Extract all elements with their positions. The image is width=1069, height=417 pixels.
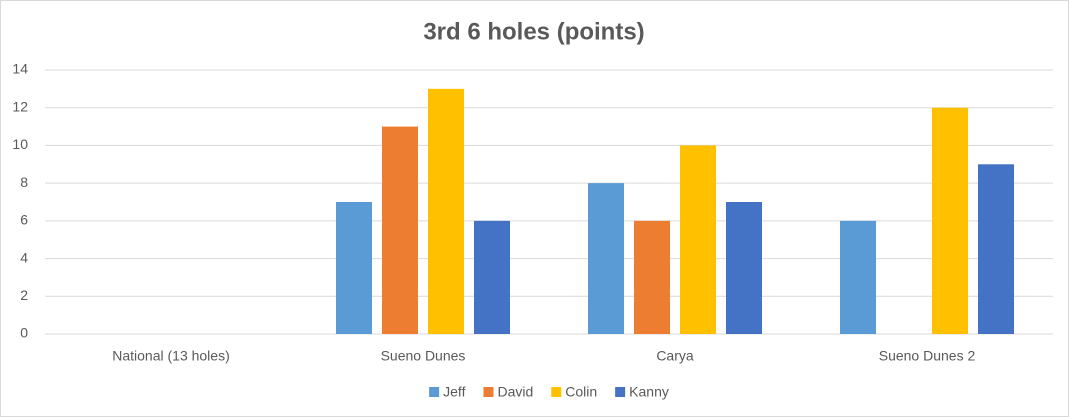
bar <box>726 202 762 334</box>
legend-label: David <box>497 384 533 400</box>
y-tick-label: 10 <box>12 136 28 152</box>
bar <box>634 220 670 334</box>
y-tick-label: 8 <box>20 174 28 190</box>
y-tick-label: 12 <box>12 98 28 114</box>
y-tick-label: 2 <box>20 287 28 303</box>
x-tick-label: Carya <box>656 348 694 364</box>
legend-swatch <box>483 387 494 397</box>
bar <box>932 107 968 334</box>
chart-title: 3rd 6 holes (points) <box>423 18 644 45</box>
legend-label: Jeff <box>443 384 465 400</box>
x-tick-label: Sueno Dunes <box>381 348 466 364</box>
y-tick-label: 6 <box>20 212 28 228</box>
bar <box>978 164 1014 334</box>
legend-label: Kanny <box>629 384 669 400</box>
bar <box>336 202 372 334</box>
legend-swatch <box>615 387 626 397</box>
y-tick-label: 14 <box>12 61 28 77</box>
bar <box>680 145 716 334</box>
bar <box>428 88 464 334</box>
legend-label: Colin <box>565 384 597 400</box>
y-tick-label: 4 <box>20 249 28 265</box>
y-tick-label: 0 <box>20 325 28 341</box>
x-tick-label: National (13 holes) <box>112 348 230 364</box>
bar <box>474 220 510 334</box>
bar <box>588 183 624 334</box>
legend-swatch <box>551 387 562 397</box>
x-tick-label: Sueno Dunes 2 <box>879 348 976 364</box>
bar <box>382 126 418 334</box>
legend-swatch <box>429 387 440 397</box>
bar <box>840 220 876 334</box>
